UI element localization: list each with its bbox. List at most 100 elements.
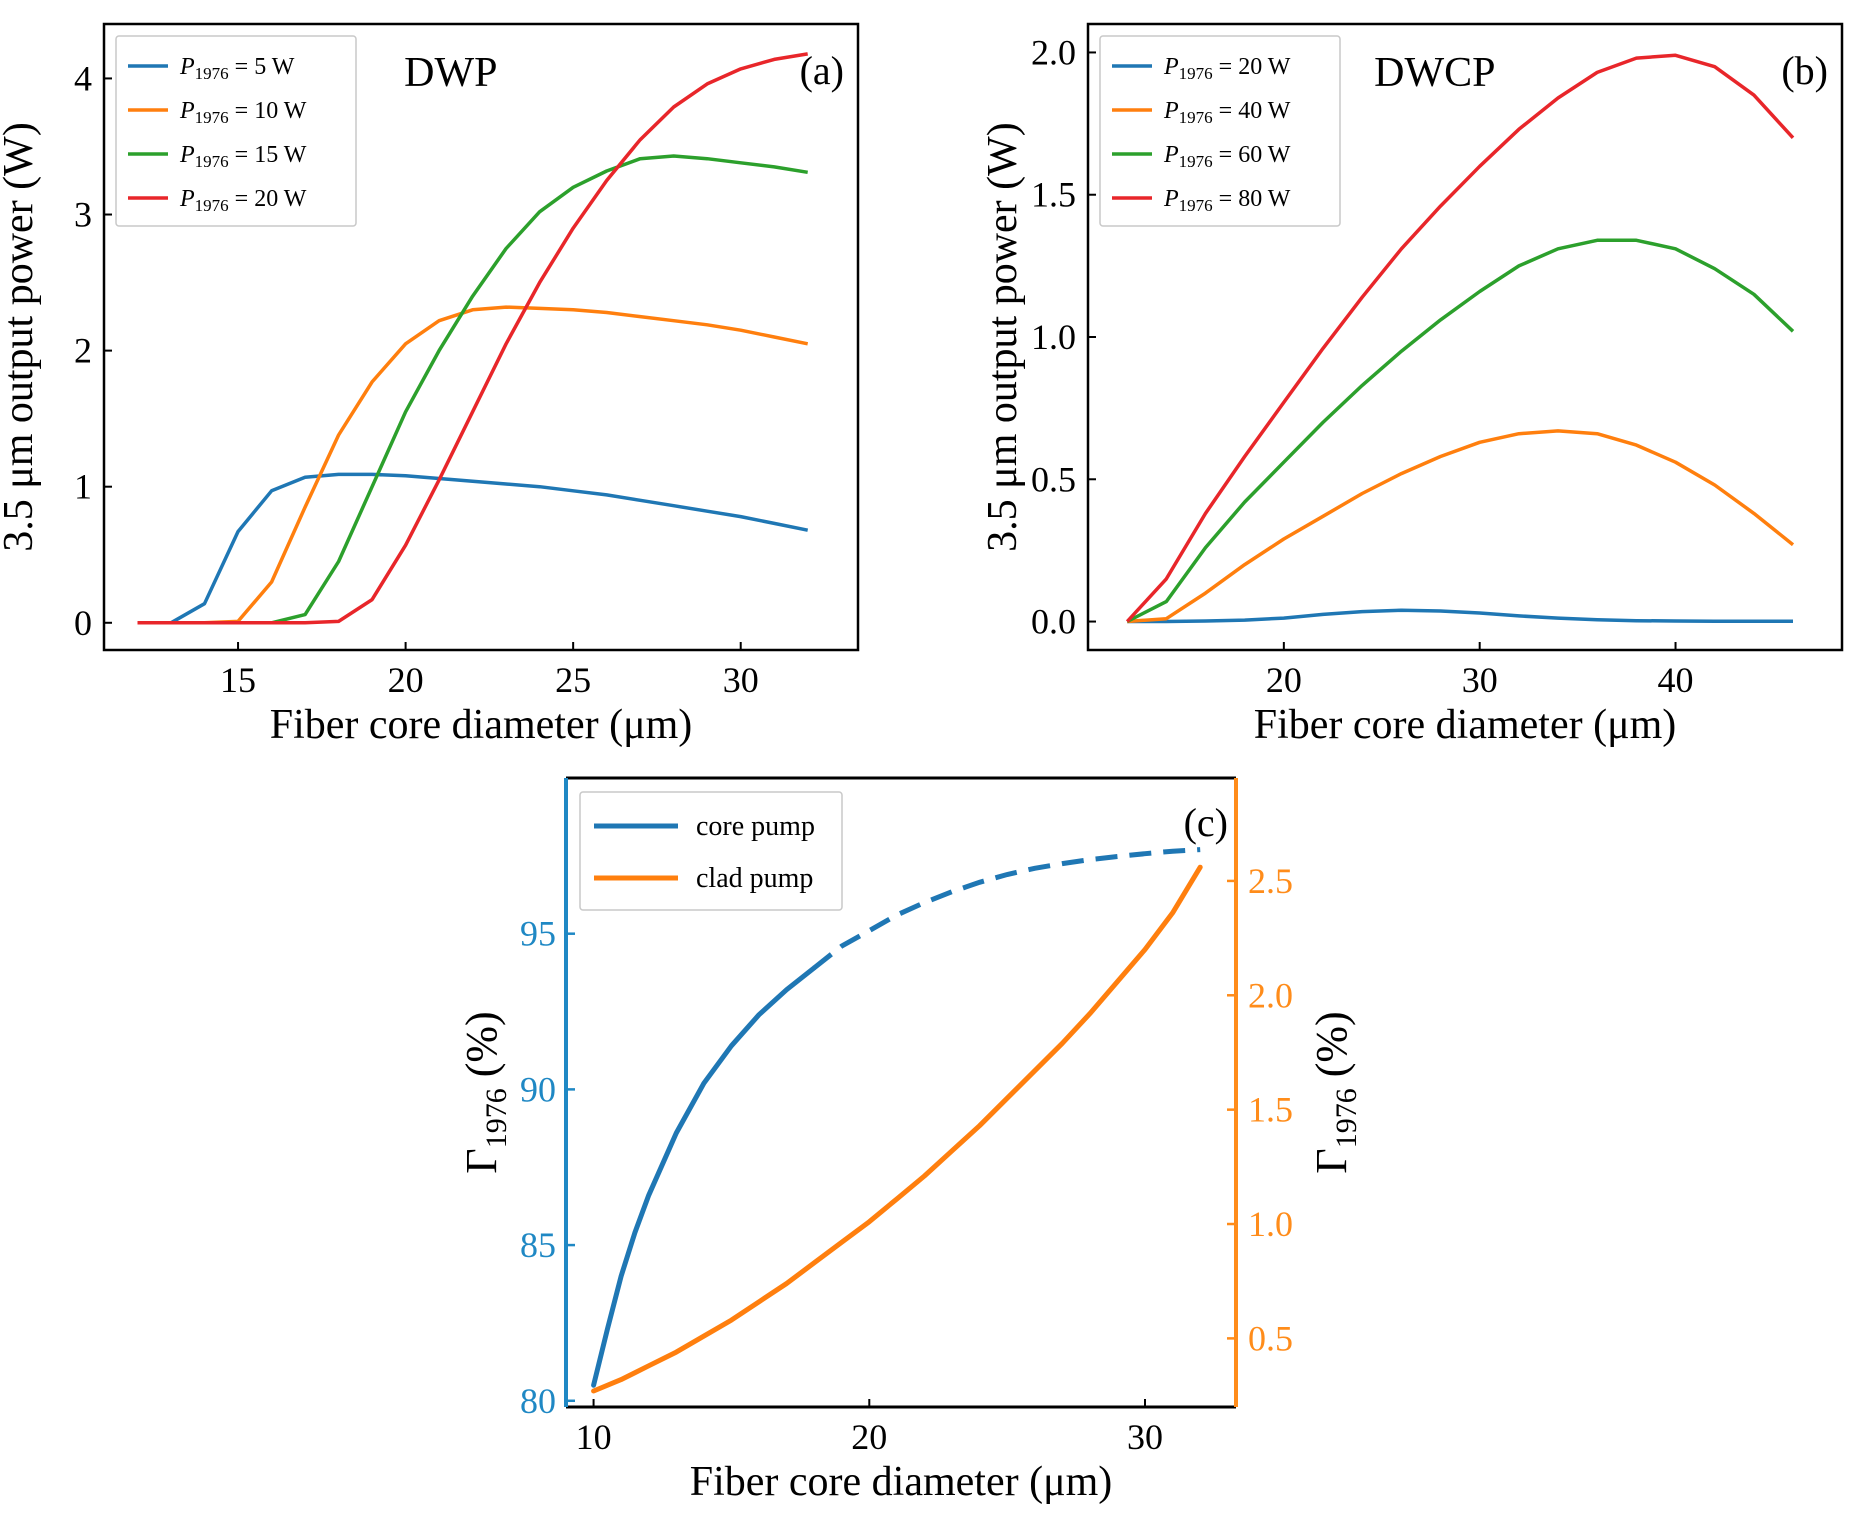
- panel-label: (b): [1781, 48, 1828, 93]
- x-axis-label: Fiber core diameter (μm): [1254, 702, 1677, 748]
- series-group: [1125, 53, 1795, 624]
- y-left-axis-label: Γ1976 (%): [457, 1011, 513, 1173]
- y-left-tick-label: 95: [520, 914, 556, 954]
- series-line-4: [1125, 53, 1795, 623]
- panel-c: 10 20 30 80 85 90 95 0.5 1.0 1.5 2.0 2.5 Fiber core …: [457, 776, 1363, 1505]
- y-tick-label: 0: [74, 603, 92, 643]
- y-right-tick-label: 0.5: [1248, 1318, 1293, 1358]
- annotation-text: DWP: [404, 50, 497, 96]
- y-right-tick-label: 1.5: [1248, 1090, 1293, 1130]
- x-tick-label: 20: [851, 1417, 887, 1457]
- legend-symbol: P: [1163, 186, 1179, 212]
- legend-symbol: P: [1163, 98, 1179, 124]
- legend-subscript: 1976: [1179, 152, 1213, 171]
- legend-entry: P1976 = 20 W: [1163, 54, 1291, 83]
- legend-symbol: P: [179, 54, 195, 80]
- series-line-core-pump-solid: [591, 965, 817, 1388]
- legend-symbol: P: [179, 98, 195, 124]
- legend-entry: P1976 = 80 W: [1163, 186, 1291, 215]
- y-label-symbol: Γ: [457, 1148, 506, 1173]
- y-label-symbol: Γ: [1307, 1148, 1356, 1173]
- legend-value: = 5 W: [229, 54, 295, 80]
- legend-subscript: 1976: [195, 196, 229, 215]
- y-right-tick-label: 1.0: [1248, 1204, 1293, 1244]
- x-tick-label: 15: [220, 660, 256, 700]
- legend-subscript: 1976: [1179, 196, 1213, 215]
- series-line-4: [137, 52, 808, 625]
- y-label-unit: (%): [1307, 1011, 1356, 1088]
- legend-value: = 20 W: [229, 186, 307, 212]
- legend-subscript: 1976: [195, 108, 229, 127]
- legend-entry: P1976 = 60 W: [1163, 142, 1291, 171]
- series-line-clad-pump: [591, 864, 1203, 1394]
- y-left-tick-label: 90: [520, 1069, 556, 1109]
- x-tick-label: 25: [555, 660, 591, 700]
- legend: core pump clad pump: [579, 791, 843, 911]
- annotation-text: DWCP: [1374, 50, 1495, 96]
- y-tick-label: 0.0: [1031, 602, 1076, 642]
- legend-subscript: 1976: [195, 152, 229, 171]
- legend-value: = 80 W: [1213, 186, 1291, 212]
- y-right-tick-label: 2.0: [1248, 975, 1293, 1015]
- y-left-tick-label: 80: [520, 1381, 556, 1421]
- y-tick-label: 1: [74, 467, 92, 507]
- y-label-unit: (%): [457, 1011, 506, 1088]
- legend-subscript: 1976: [195, 64, 229, 83]
- legend-symbol: P: [1163, 54, 1179, 80]
- legend-box: [1099, 35, 1341, 227]
- legend-value: = 10 W: [229, 98, 307, 124]
- series-line-2: [1127, 429, 1795, 624]
- series-group: [137, 52, 809, 625]
- panel-label: (a): [800, 48, 844, 93]
- series-line-1: [1127, 608, 1793, 624]
- legend-subscript: 1976: [1179, 108, 1213, 127]
- x-tick-label: 10: [576, 1417, 612, 1457]
- legend-value: = 15 W: [229, 142, 307, 168]
- panel-a: 15 20 25 30 0 1 2 3 4 Fiber core diameter (μm) 3.5…: [0, 22, 860, 748]
- legend-symbol: P: [1163, 142, 1179, 168]
- y-tick-label: 1.0: [1031, 317, 1076, 357]
- y-label-subscript: 1976: [480, 1088, 513, 1148]
- x-tick-label: 30: [1462, 660, 1498, 700]
- y-axis-label: 3.5 μm output power (W): [0, 122, 42, 552]
- y-tick-label: 1.5: [1031, 175, 1076, 215]
- legend-entry: P1976 = 5 W: [179, 54, 295, 83]
- series-line-1: [137, 472, 809, 625]
- series-line-3: [1126, 238, 1795, 624]
- x-axis-label: Fiber core diameter (μm): [690, 1459, 1113, 1505]
- legend-symbol: P: [179, 142, 195, 168]
- y-tick-label: 2: [74, 331, 92, 371]
- x-tick-label: 30: [1127, 1417, 1163, 1457]
- axes-frame: [102, 22, 860, 652]
- legend-entry: core pump: [696, 811, 815, 842]
- series-line-core-pump-dashed: [812, 847, 1201, 970]
- legend-entry: P1976 = 20 W: [179, 186, 307, 215]
- legend-entry: P1976 = 40 W: [1163, 98, 1291, 127]
- legend-entry: clad pump: [696, 863, 813, 894]
- legend-entry: P1976 = 10 W: [179, 98, 307, 127]
- panel-b: 20 30 40 0.0 0.5 1.0 1.5 2.0 Fiber core diameter…: [980, 22, 1844, 748]
- y-right-tick-label: 2.5: [1248, 861, 1293, 901]
- x-tick-label: 20: [1266, 660, 1302, 700]
- legend-box: [115, 35, 357, 227]
- legend-subscript: 1976: [1179, 64, 1213, 83]
- y-label-subscript: 1976: [1330, 1088, 1363, 1148]
- legend-symbol: P: [179, 186, 195, 212]
- legend-value: = 60 W: [1213, 142, 1291, 168]
- x-axis-label: Fiber core diameter (μm): [270, 702, 693, 748]
- panel-label: (c): [1184, 800, 1228, 845]
- y-tick-label: 2.0: [1031, 32, 1076, 72]
- legend-value: = 40 W: [1213, 98, 1291, 124]
- x-tick-label: 30: [723, 660, 759, 700]
- x-tick-label: 40: [1658, 660, 1694, 700]
- legend-entry: P1976 = 15 W: [179, 142, 307, 171]
- y-tick-label: 3: [74, 195, 92, 235]
- y-tick-label: 4: [74, 58, 92, 98]
- y-axis-label: 3.5 μm output power (W): [980, 122, 1026, 552]
- y-right-axis-label: Γ1976 (%): [1307, 1011, 1363, 1173]
- y-left-tick-label: 85: [520, 1225, 556, 1265]
- x-tick-label: 20: [388, 660, 424, 700]
